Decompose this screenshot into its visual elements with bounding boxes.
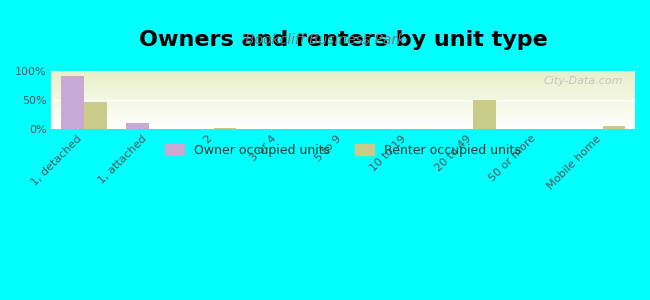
Bar (603, 126, 625, 129)
Legend: Owner occupied units, Renter occupied units: Owner occupied units, Renter occupied un… (166, 144, 521, 157)
Title: Owners and renters by unit type: Owners and renters by unit type (139, 30, 547, 50)
Bar (126, 123, 149, 129)
Text: City-Data.com: City-Data.com (544, 76, 623, 85)
Bar (214, 128, 236, 129)
Bar (84, 102, 107, 129)
Bar (473, 100, 495, 129)
Text: Bookcliff Business Park: Bookcliff Business Park (245, 34, 405, 47)
Bar (61, 76, 84, 129)
